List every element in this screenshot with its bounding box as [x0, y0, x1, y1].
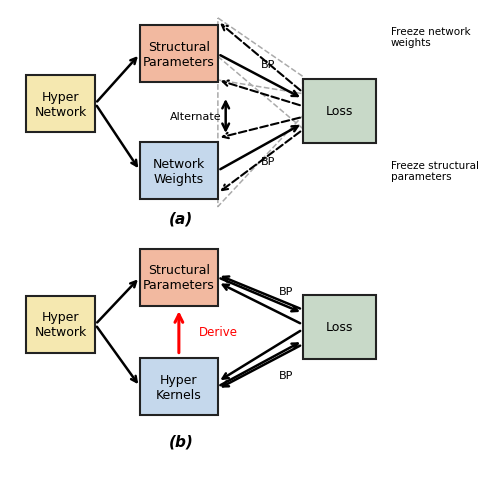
Text: Hyper
Network: Hyper Network	[35, 311, 87, 339]
Text: Hyper
Kernels: Hyper Kernels	[156, 373, 202, 401]
Text: BP: BP	[261, 156, 275, 166]
Text: Network
Weights: Network Weights	[153, 157, 205, 185]
FancyBboxPatch shape	[140, 249, 218, 306]
Text: Structural
Parameters: Structural Parameters	[143, 41, 215, 69]
FancyBboxPatch shape	[140, 358, 218, 415]
Text: BP: BP	[279, 370, 294, 380]
Text: Alternate: Alternate	[170, 112, 221, 122]
FancyBboxPatch shape	[140, 27, 218, 83]
Text: Derive: Derive	[199, 326, 238, 339]
Text: Loss: Loss	[326, 321, 353, 334]
FancyBboxPatch shape	[303, 80, 376, 144]
FancyBboxPatch shape	[26, 296, 95, 353]
Text: (b): (b)	[169, 434, 194, 449]
FancyBboxPatch shape	[26, 76, 95, 133]
Text: Freeze structural
parameters: Freeze structural parameters	[391, 160, 479, 182]
Text: Freeze network
weights: Freeze network weights	[391, 27, 470, 48]
Text: Loss: Loss	[326, 105, 353, 118]
Text: BP: BP	[279, 286, 294, 296]
Text: Structural
Parameters: Structural Parameters	[143, 264, 215, 292]
FancyBboxPatch shape	[303, 295, 376, 360]
FancyBboxPatch shape	[140, 143, 218, 200]
Text: Hyper
Network: Hyper Network	[35, 90, 87, 118]
Text: BP: BP	[261, 60, 275, 70]
Text: (a): (a)	[169, 211, 193, 226]
